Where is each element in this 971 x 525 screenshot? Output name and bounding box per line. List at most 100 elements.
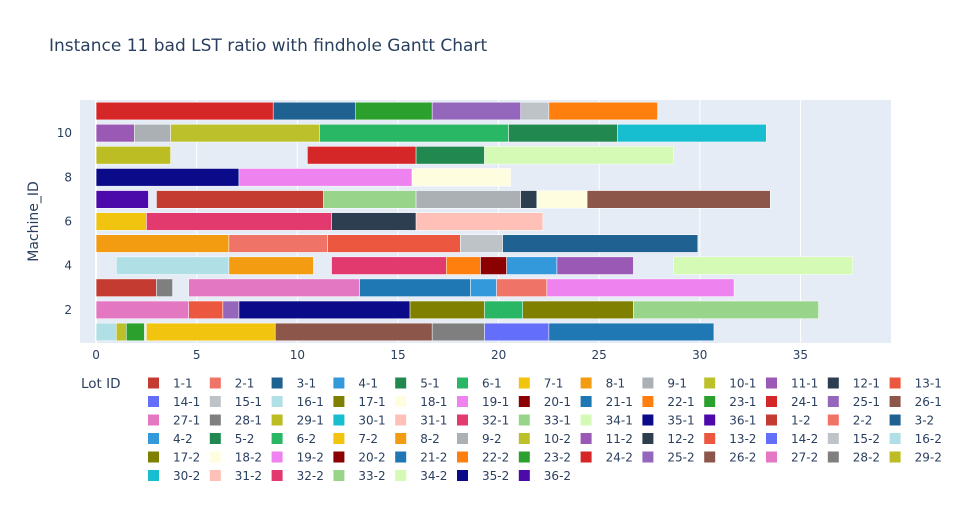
legend-item-4-1[interactable]: 4-1 xyxy=(333,377,378,391)
legend-item-26-2[interactable]: 26-2 xyxy=(704,451,756,465)
legend-item-16-1[interactable]: 16-1 xyxy=(271,395,324,409)
legend-item-19-1[interactable]: 19-1 xyxy=(457,395,509,409)
legend-item-7-2[interactable]: 7-2 xyxy=(333,432,378,446)
legend-item-29-1[interactable]: 29-1 xyxy=(271,414,324,428)
legend-swatch xyxy=(395,396,407,407)
legend-label: 2-1 xyxy=(235,377,255,391)
legend-label: 9-2 xyxy=(482,432,502,446)
legend-item-28-1[interactable]: 28-1 xyxy=(209,414,262,428)
legend-item-13-2[interactable]: 13-2 xyxy=(704,432,756,446)
legend-item-34-2[interactable]: 34-2 xyxy=(395,469,447,483)
legend-item-24-1[interactable]: 24-1 xyxy=(766,395,818,409)
legend-item-19-2[interactable]: 19-2 xyxy=(271,451,324,465)
gantt-bar-25-2 xyxy=(222,300,240,319)
legend-swatch xyxy=(148,451,159,463)
legend-label: 20-1 xyxy=(544,395,571,409)
legend-item-14-1[interactable]: 14-1 xyxy=(148,395,200,409)
legend-item-22-1[interactable]: 22-1 xyxy=(642,395,695,409)
legend-item-21-2[interactable]: 21-2 xyxy=(395,451,447,465)
legend-item-22-2[interactable]: 22-2 xyxy=(457,451,509,465)
legend-item-27-1[interactable]: 27-1 xyxy=(148,414,200,428)
legend-item-16-2[interactable]: 16-2 xyxy=(889,432,942,446)
legend-label: 27-2 xyxy=(791,451,818,465)
legend-item-17-1[interactable]: 17-1 xyxy=(333,395,386,409)
legend-swatch xyxy=(642,433,654,444)
legend-item-15-2[interactable]: 15-2 xyxy=(827,432,880,446)
legend-item-1-1[interactable]: 1-1 xyxy=(148,377,193,391)
legend-item-1-2[interactable]: 1-2 xyxy=(766,414,811,428)
legend-item-30-2[interactable]: 30-2 xyxy=(148,469,200,483)
legend-item-24-2[interactable]: 24-2 xyxy=(580,451,633,465)
legend-item-23-1[interactable]: 23-1 xyxy=(704,395,756,409)
legend-item-5-1[interactable]: 5-1 xyxy=(395,377,440,391)
legend-item-11-2[interactable]: 11-2 xyxy=(580,432,633,446)
gantt-bar-19-1 xyxy=(546,278,735,297)
legend-item-6-2[interactable]: 6-2 xyxy=(271,432,317,446)
legend-item-23-2[interactable]: 23-2 xyxy=(518,451,571,465)
legend-item-6-1[interactable]: 6-1 xyxy=(457,377,502,391)
legend-item-27-2[interactable]: 27-2 xyxy=(766,451,818,465)
legend-item-2-2[interactable]: 2-2 xyxy=(827,414,873,428)
legend-item-29-2[interactable]: 29-2 xyxy=(889,451,942,465)
legend-label: 31-1 xyxy=(420,414,447,428)
legend-item-20-1[interactable]: 20-1 xyxy=(518,395,571,409)
legend-label: 8-1 xyxy=(606,377,626,391)
legend-label: 4-2 xyxy=(173,432,193,446)
legend-item-15-1[interactable]: 15-1 xyxy=(209,395,262,409)
legend-item-33-1[interactable]: 33-1 xyxy=(518,414,571,428)
legend-label: 24-1 xyxy=(791,395,818,409)
legend-item-32-1[interactable]: 32-1 xyxy=(457,414,509,428)
legend-item-2-1[interactable]: 2-1 xyxy=(209,377,255,391)
gantt-bar-25-1 xyxy=(431,101,521,121)
legend-item-13-1[interactable]: 13-1 xyxy=(889,377,942,391)
legend-item-8-1[interactable]: 8-1 xyxy=(580,377,626,391)
legend-swatch xyxy=(889,451,901,463)
gantt-bar-15-2 xyxy=(520,101,550,121)
legend-item-10-2[interactable]: 10-2 xyxy=(518,432,571,446)
legend-item-31-1[interactable]: 31-1 xyxy=(395,414,447,428)
legend-item-18-2[interactable]: 18-2 xyxy=(209,451,262,465)
legend-item-3-2[interactable]: 3-2 xyxy=(889,414,935,428)
legend-swatch xyxy=(271,451,283,463)
legend-label: 20-2 xyxy=(358,451,385,465)
legend-item-31-2[interactable]: 31-2 xyxy=(209,469,262,483)
legend-label: 29-1 xyxy=(297,414,324,428)
gantt-bar-3-2 xyxy=(502,234,699,253)
legend-item-36-2[interactable]: 36-2 xyxy=(518,469,571,483)
legend-item-10-1[interactable]: 10-1 xyxy=(704,377,756,391)
legend-item-12-2[interactable]: 12-2 xyxy=(642,432,695,446)
legend-label: 29-2 xyxy=(915,451,942,465)
legend-swatch xyxy=(148,470,159,481)
legend-item-20-2[interactable]: 20-2 xyxy=(333,451,386,465)
legend-item-28-2[interactable]: 28-2 xyxy=(827,451,880,465)
legend-item-36-1[interactable]: 36-1 xyxy=(704,414,756,428)
legend-item-9-1[interactable]: 9-1 xyxy=(642,377,687,391)
legend-label: 30-1 xyxy=(358,414,385,428)
legend-item-34-1[interactable]: 34-1 xyxy=(580,414,633,428)
legend-item-3-1[interactable]: 3-1 xyxy=(271,377,317,391)
legend-item-12-1[interactable]: 12-1 xyxy=(827,377,880,391)
legend-item-11-1[interactable]: 11-1 xyxy=(766,377,818,391)
legend-item-26-1[interactable]: 26-1 xyxy=(889,395,942,409)
legend-item-35-2[interactable]: 35-2 xyxy=(457,469,509,483)
legend-item-4-2[interactable]: 4-2 xyxy=(148,432,193,446)
legend-item-14-2[interactable]: 14-2 xyxy=(766,432,818,446)
legend-item-25-2[interactable]: 25-2 xyxy=(642,451,695,465)
gantt-bar-15-1 xyxy=(460,234,503,253)
x-axis-ticks: 0 5 10 15 20 25 30 35 xyxy=(92,348,808,362)
legend-swatch xyxy=(889,396,901,407)
legend-item-33-2[interactable]: 33-2 xyxy=(333,469,386,483)
legend-item-5-2[interactable]: 5-2 xyxy=(209,432,255,446)
legend-item-18-1[interactable]: 18-1 xyxy=(395,395,447,409)
legend-item-25-1[interactable]: 25-1 xyxy=(827,395,880,409)
legend-item-7-1[interactable]: 7-1 xyxy=(518,377,564,391)
legend-item-30-1[interactable]: 30-1 xyxy=(333,414,386,428)
legend-item-32-2[interactable]: 32-2 xyxy=(271,469,324,483)
gantt-bar-2-1 xyxy=(228,234,328,253)
legend-item-8-2[interactable]: 8-2 xyxy=(395,432,440,446)
legend-item-35-1[interactable]: 35-1 xyxy=(642,414,695,428)
legend-item-9-2[interactable]: 9-2 xyxy=(457,432,502,446)
legend-item-21-1[interactable]: 21-1 xyxy=(580,395,633,409)
legend-item-17-2[interactable]: 17-2 xyxy=(148,451,200,465)
gantt-bar-35-2 xyxy=(238,300,411,319)
